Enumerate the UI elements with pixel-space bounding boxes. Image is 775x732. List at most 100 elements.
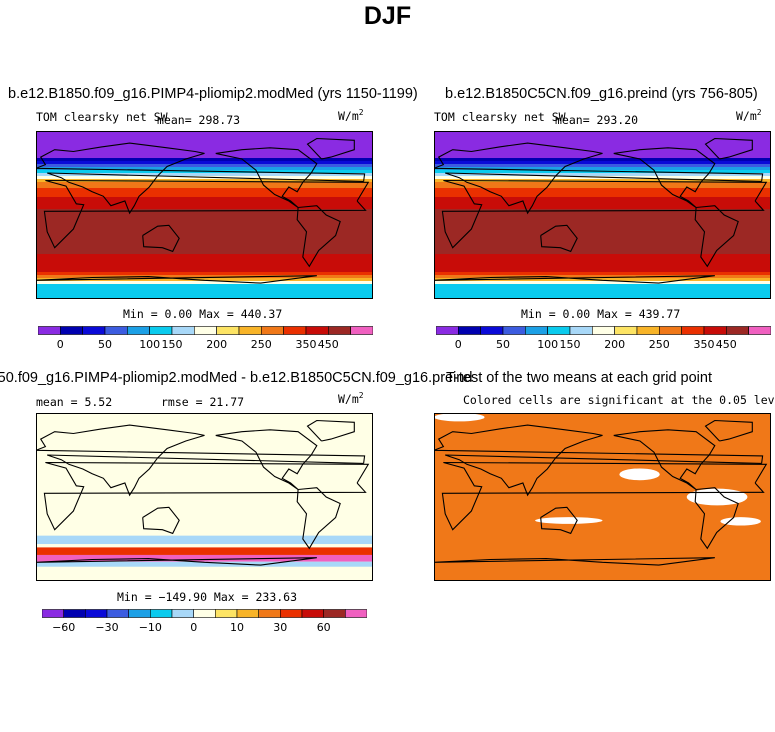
colorbar-tick-label: 0 [57,338,64,351]
map-band [434,236,771,240]
map-band [434,266,771,270]
map-band [434,257,771,261]
non-significant-region [619,468,660,481]
map-band [36,194,373,198]
difference-colorbar: −60 −30 −10 0 10 30 60 [42,609,367,634]
colorbar-tick-label: 0 [190,621,197,634]
test-case-map [36,131,373,299]
coastlines [36,137,370,284]
colorbar-tick-label: 450 [716,338,737,351]
colorbar-swatch [84,609,108,618]
map-band [36,137,373,141]
map-band [434,224,771,228]
map-band [434,173,771,177]
non-significant-region [535,517,603,524]
map-band [434,263,771,267]
map-band [36,185,373,189]
map-band [434,290,771,294]
map-band [36,167,373,171]
map-band [36,554,373,562]
map-band [36,284,373,288]
coast-4 [296,487,341,550]
map-band [434,251,771,255]
coast-3 [704,137,753,160]
map-band [36,254,373,258]
map-band [434,218,771,222]
control-case-mean: mean= 293.20 [555,113,639,127]
colorbar-tick-label: −30 [95,621,118,634]
map-band [434,233,771,237]
non-significant-region [720,517,761,526]
colorbar-swatch [283,326,307,335]
map-band [36,275,373,279]
map-band [36,296,373,299]
test-case-variable: TOM clearsky net SW [36,110,168,124]
map-band [36,287,373,291]
map-band [36,257,373,261]
map-band [434,227,771,231]
map-band [36,176,373,180]
map-band [36,293,373,297]
colorbar-swatch [42,609,65,618]
colorbar-swatch [194,326,217,335]
coast-0 [441,461,768,531]
map-band [36,266,373,270]
map-band [434,176,771,180]
map-band [36,230,373,234]
map-band [434,284,771,288]
map-band [434,206,771,210]
colorbar-swatch [171,326,195,335]
colorbar-swatch [569,326,593,335]
colorbar-tick-label: 150 [560,338,581,351]
map-band [434,182,771,186]
colorbar-tick-label: 450 [318,338,339,351]
coast-3 [306,419,355,442]
map-band [434,230,771,234]
map-band [434,239,771,243]
colorbar-swatch [436,326,459,335]
colorbar-swatch [127,326,150,335]
map-band [36,263,373,267]
map-band [434,158,771,162]
map-band [36,179,373,183]
colorbar-swatch [525,326,548,335]
test-case-colorbar: 0 50 100 150 200 250 350 450 [38,326,373,351]
map-band [36,221,373,225]
map-frame [36,413,373,581]
colorbar-tick-label: 30 [273,621,287,634]
map-band [434,245,771,249]
colorbar-tick-label: 50 [496,338,510,351]
coast-1 [434,424,764,497]
colorbar-swatch [592,326,615,335]
map-band [434,269,771,273]
map-band [36,173,373,177]
non-significant-region [434,413,485,422]
coast-6 [434,557,715,566]
map-band [36,233,373,237]
difference-title: B50.f09_g16.PIMP4-pliomip2.modMed - b.e1… [0,370,473,386]
season-title: DJF [363,2,412,30]
colorbar-tick-label: 100 [537,338,558,351]
map-band [434,167,771,171]
coast-2 [215,429,318,490]
map-band [36,218,373,222]
map-band [36,191,373,195]
coast-4 [694,487,739,550]
map-band [434,188,771,192]
colorbar-tick-label: 100 [139,338,160,351]
coast-1 [36,424,366,497]
colorbar-swatch [301,609,325,618]
coast-2 [613,147,716,208]
map-band [434,140,771,144]
map-band [434,134,771,138]
map-band [36,535,373,545]
map-field [36,413,373,581]
coast-4 [296,205,341,268]
colorbar-swatch [502,326,526,335]
map-band [434,146,771,150]
coastlines [434,419,768,566]
map-frame [36,131,373,299]
coast-5 [142,506,180,535]
map-band [434,287,771,291]
map-band [36,140,373,144]
